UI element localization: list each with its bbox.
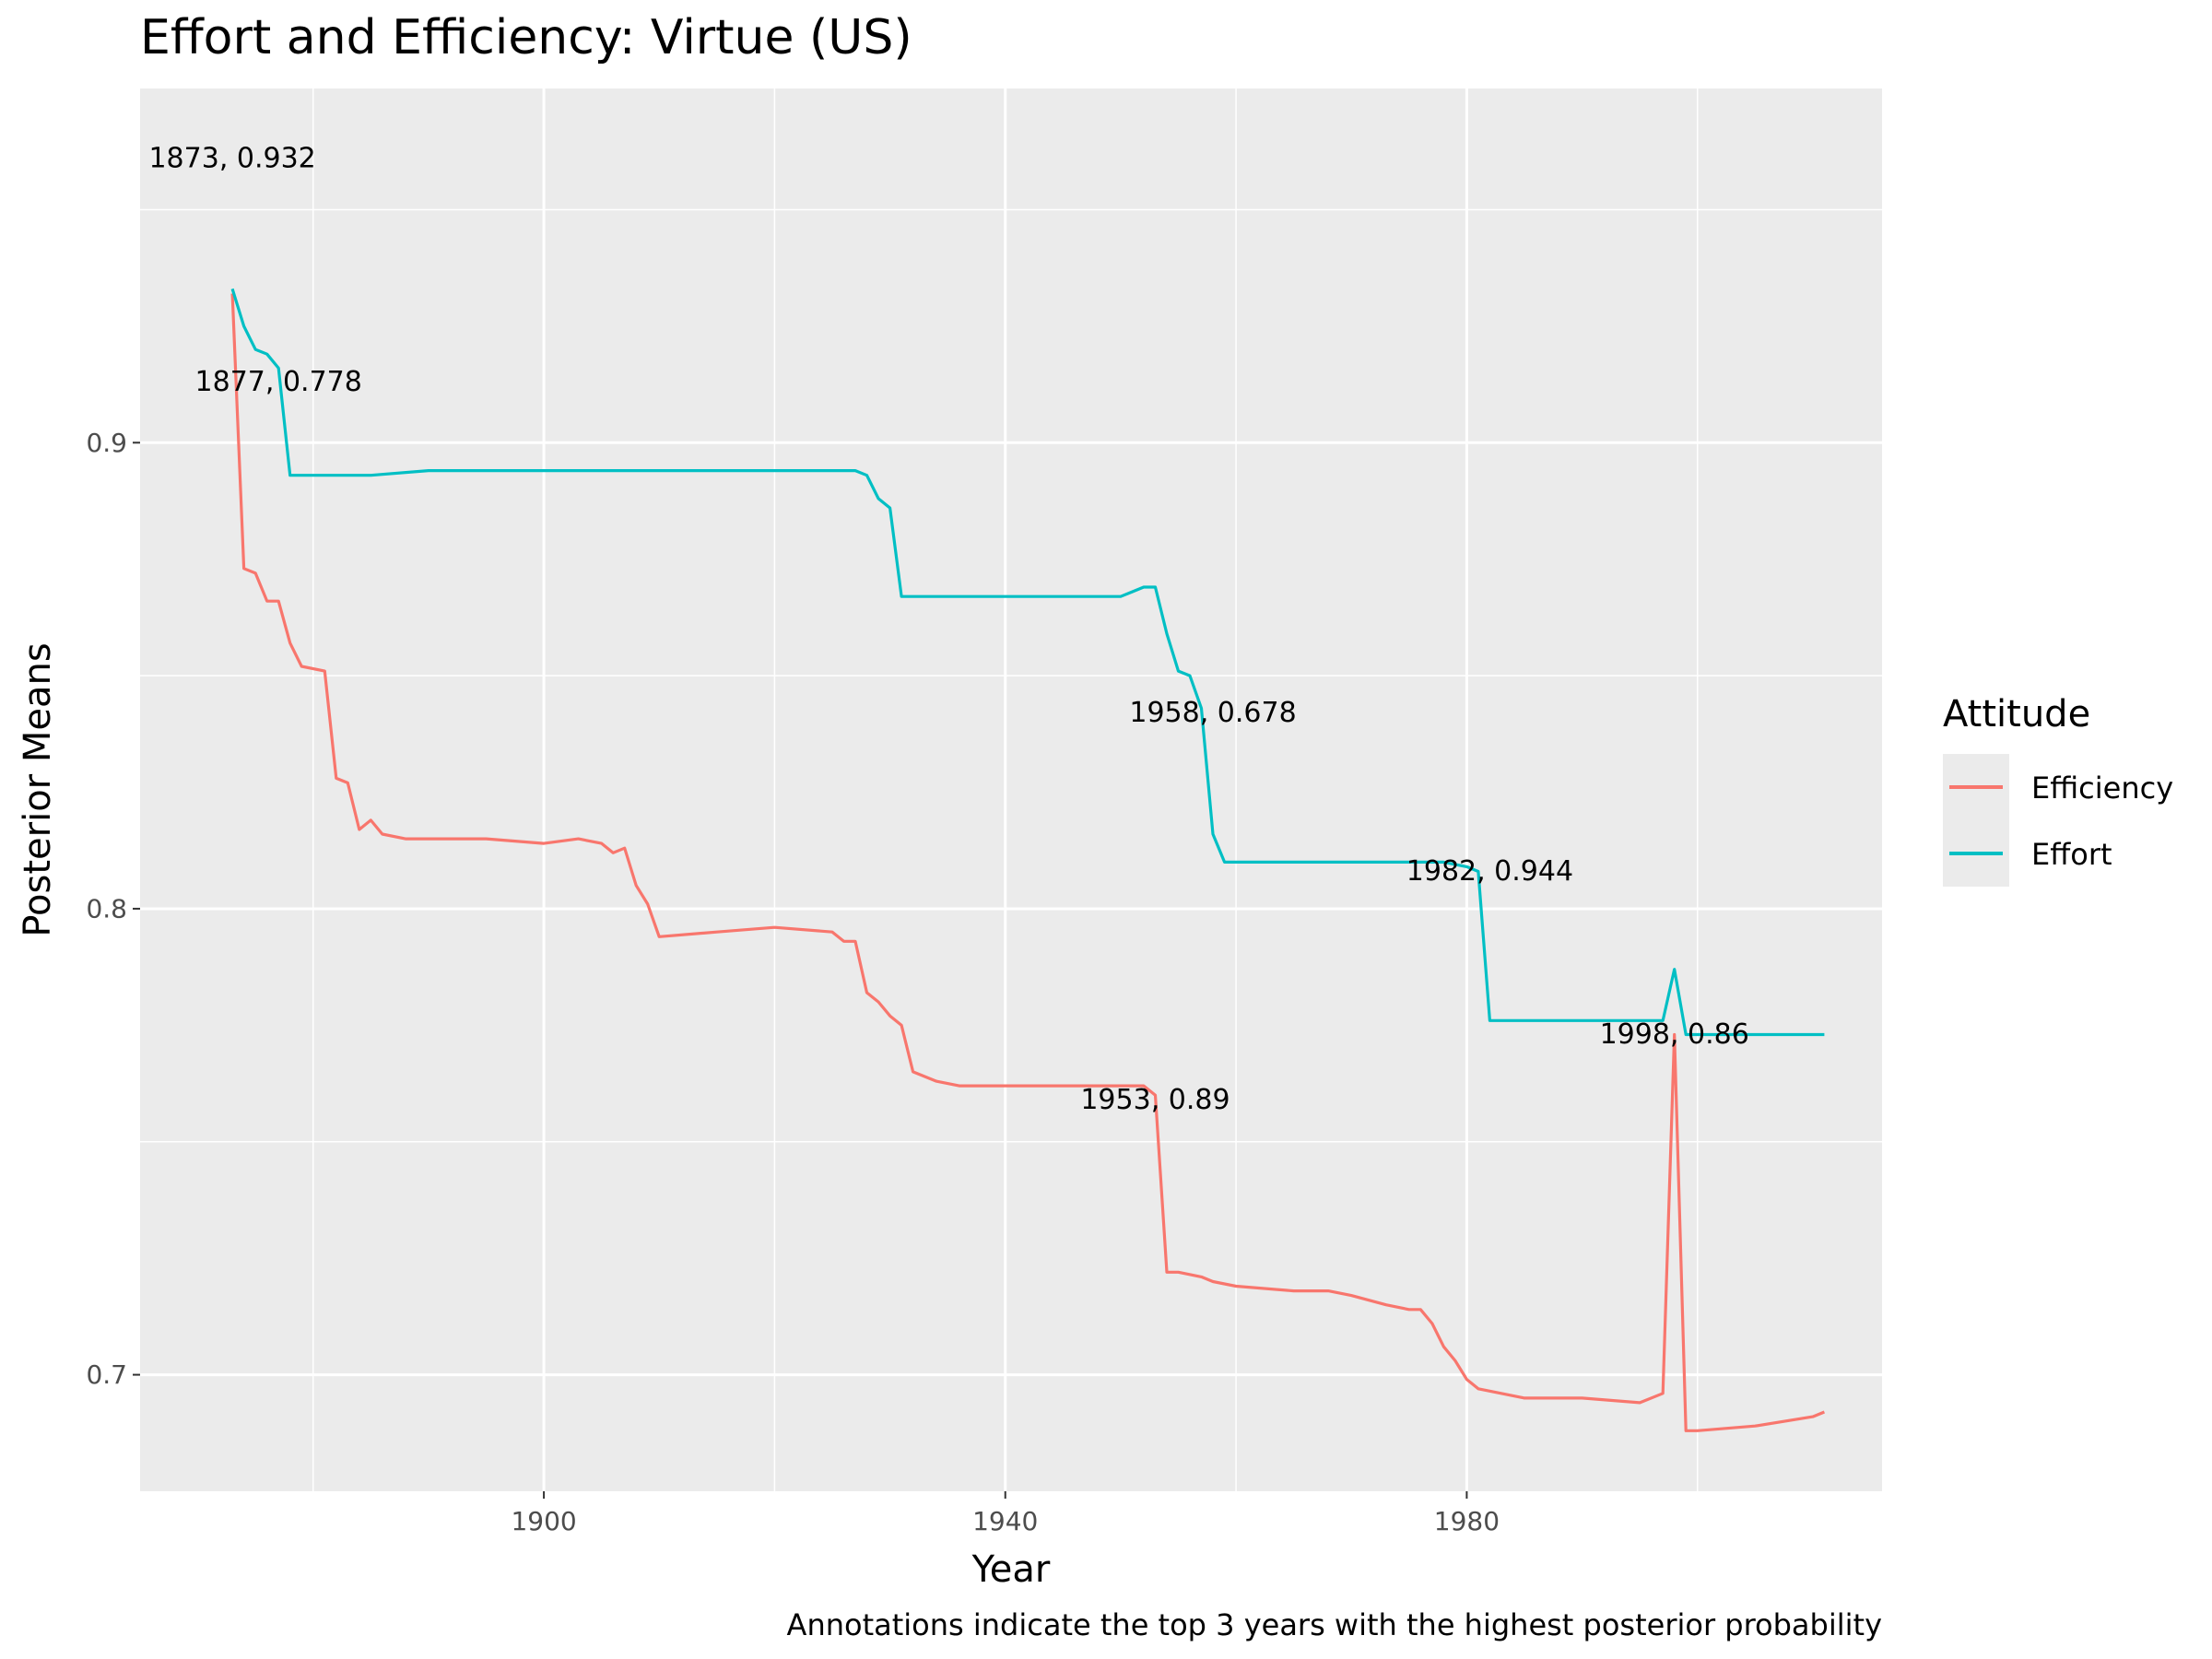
legend-label-efficiency: Efficiency [2031,771,2173,806]
y-tick-label: 0.8 [86,893,127,924]
annotation-layer: 1873, 0.932 1877, 0.778 1958, 0.678 1982, 0… [148,142,1748,1115]
annotation-label: 1958, 0.678 [1129,697,1296,729]
annotation-label: 1877, 0.778 [195,366,362,398]
annotation-label: 1953, 0.89 [1080,1084,1230,1116]
y-tick-label: 0.9 [86,428,127,458]
x-tick-label: 1940 [972,1506,1038,1536]
legend: Attitude Efficiency Effort [1943,693,2173,887]
chart-caption: Annotations indicate the top 3 years wit… [787,1607,1882,1642]
x-tick-label: 1900 [511,1506,576,1536]
ticks-layer: 1900 1940 1980 0.7 0.8 0.9 [86,428,1500,1536]
series-layer [230,288,1826,1432]
grid-minor [140,88,1882,1491]
annotation-label: 1873, 0.932 [148,142,315,174]
y-axis-title: Posterior Means [17,642,59,936]
x-tick-label: 1980 [1434,1506,1500,1536]
chart-title: Effort and Efficiency: Virtue (US) [140,10,912,65]
legend-title: Attitude [1943,693,2090,735]
legend-label-effort: Effort [2031,837,2112,872]
series-line-effort [230,288,1825,1037]
y-tick-label: 0.7 [86,1359,127,1390]
annotation-label: 1982, 0.944 [1406,855,1573,888]
grid-major [140,88,1882,1491]
plot-panel [140,88,1882,1491]
x-axis-title: Year [971,1548,1051,1591]
series-line-efficiency [230,293,1826,1432]
annotation-label: 1998, 0.86 [1600,1018,1749,1051]
